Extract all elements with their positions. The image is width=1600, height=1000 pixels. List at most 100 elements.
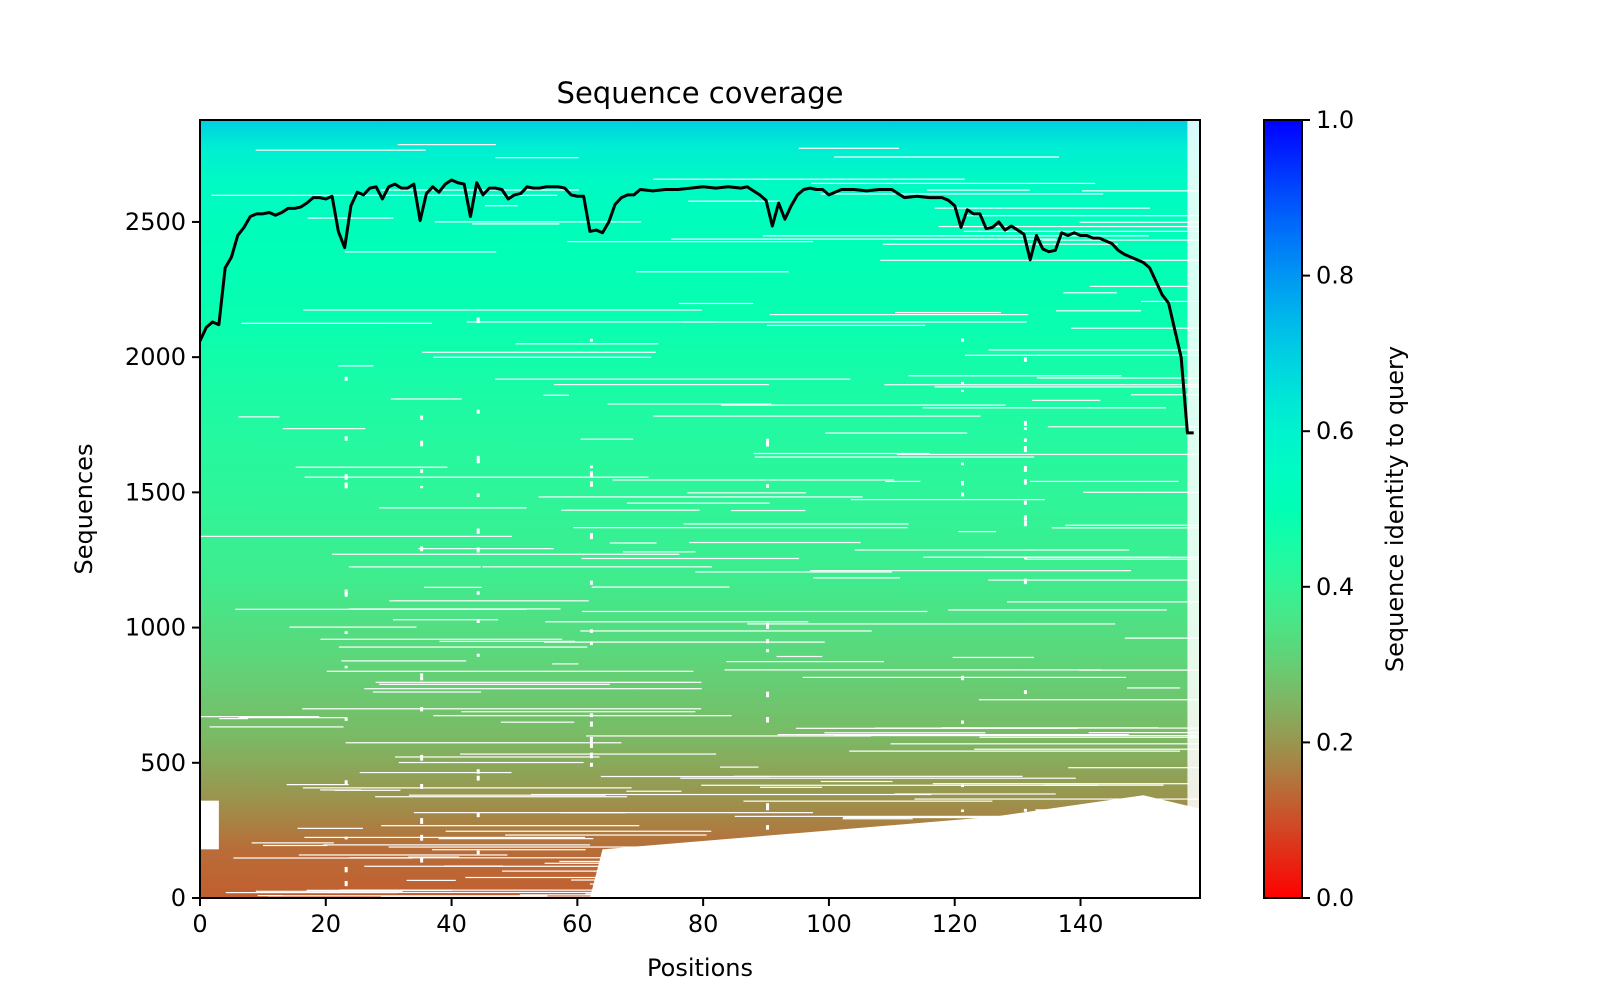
gap-dot	[961, 845, 965, 849]
gap-streak	[908, 375, 1122, 377]
gap-dot	[344, 631, 348, 634]
gap-dot	[420, 783, 424, 789]
gap-streak	[1026, 889, 1200, 892]
gap-dot	[344, 665, 348, 669]
gap-streak	[328, 891, 604, 894]
gap-streak	[571, 879, 723, 881]
gap-streak	[1126, 687, 1181, 689]
gap-streak	[1076, 892, 1200, 895]
colorbar-tick-label: 0.6	[1316, 417, 1354, 445]
gap-streak	[561, 509, 700, 511]
gap-streak	[843, 816, 1200, 819]
gap-streak	[820, 193, 1104, 195]
gap-dot	[961, 480, 965, 486]
gap-streak	[200, 535, 513, 537]
gap-streak	[687, 492, 806, 494]
gap-streak	[932, 783, 1189, 785]
gap-streak	[1079, 221, 1200, 223]
gap-dot	[766, 691, 770, 698]
x-axis: 0 20 40 60 80 100 120 140	[192, 898, 1103, 938]
gap-streak	[413, 812, 627, 814]
gap-streak	[560, 812, 813, 814]
gap-dot	[961, 821, 965, 826]
gap-streak	[726, 660, 884, 663]
gap-dot	[961, 784, 965, 788]
gap-streak	[392, 619, 499, 621]
gap-streak	[890, 743, 1200, 745]
gap-dot	[1023, 438, 1027, 443]
gap-streak	[689, 541, 861, 544]
gap-streak	[589, 883, 902, 885]
gap-streak	[422, 351, 656, 353]
gap-streak	[743, 800, 993, 802]
gap-streak	[418, 548, 554, 550]
gap-dot	[476, 620, 480, 623]
gap-streak	[303, 309, 702, 311]
gap-dot	[589, 762, 593, 767]
gap-dot	[766, 638, 770, 644]
gap-streak	[885, 480, 921, 483]
gap-streak	[582, 610, 928, 613]
x-tick-label: 120	[932, 910, 978, 938]
gap-streak	[721, 404, 1006, 406]
gap-dot	[766, 625, 770, 629]
gap-dot	[1023, 520, 1027, 527]
x-tick-label: 80	[688, 910, 719, 938]
gap-streak	[200, 716, 320, 718]
gap-dot	[961, 462, 965, 466]
gap-streak	[581, 557, 799, 560]
gap-streak	[769, 314, 1028, 316]
gap-streak	[320, 638, 563, 640]
gap-dot	[344, 482, 348, 486]
gap-streak	[348, 608, 561, 610]
gap-streak	[289, 626, 417, 628]
gap-streak	[389, 600, 589, 602]
gap-streak	[339, 889, 643, 891]
gap-dot	[589, 465, 593, 469]
gap-streak	[678, 302, 754, 305]
gap-streak	[1044, 891, 1200, 893]
gap-streak	[884, 384, 1200, 386]
gap-dot	[766, 484, 770, 489]
gap-streak	[543, 394, 569, 396]
gap-dot	[766, 806, 770, 811]
gap-streak	[813, 577, 901, 579]
gap-streak	[1043, 784, 1164, 786]
gap-streak	[567, 241, 814, 243]
gap-streak	[1036, 377, 1200, 379]
gap-streak	[553, 384, 769, 386]
gap-streak	[591, 586, 730, 588]
gap-streak	[914, 798, 1200, 800]
gap-streak	[695, 571, 893, 573]
gap-streak	[359, 771, 512, 774]
gap-streak	[379, 507, 527, 509]
gap-streak	[495, 378, 851, 380]
colorbar: 0.0 0.2 0.4 0.6 0.8 1.0 Sequence identity to …	[1263, 106, 1409, 912]
gap-streak	[1051, 527, 1200, 529]
gap-streak	[381, 825, 640, 827]
gap-streak	[747, 623, 1116, 625]
y-axis: 0 500 1000 1500 2000 2500	[125, 208, 200, 912]
gap-streak	[580, 438, 634, 440]
gap-dot	[766, 840, 770, 847]
gap-streak	[372, 691, 482, 693]
plot-frame	[199, 119, 1201, 899]
gap-streak	[390, 398, 462, 400]
gap-streak	[653, 178, 965, 180]
gap-streak	[472, 223, 560, 225]
gap-streak	[636, 271, 789, 273]
uncovered-region	[589, 795, 1200, 898]
gap-streak	[978, 699, 1200, 701]
gap-dot	[476, 455, 480, 461]
gap-dot	[1023, 808, 1027, 812]
gap-streak	[348, 566, 481, 568]
gap-dot	[344, 866, 348, 873]
gap-streak	[238, 416, 280, 418]
gap-streak	[297, 827, 363, 829]
gap-streak	[341, 660, 467, 662]
gap-streak	[834, 858, 1135, 860]
gap-dot	[344, 881, 348, 887]
gap-streak	[543, 641, 825, 643]
gap-streak	[884, 882, 1191, 884]
x-axis-label: Positions	[647, 954, 753, 982]
